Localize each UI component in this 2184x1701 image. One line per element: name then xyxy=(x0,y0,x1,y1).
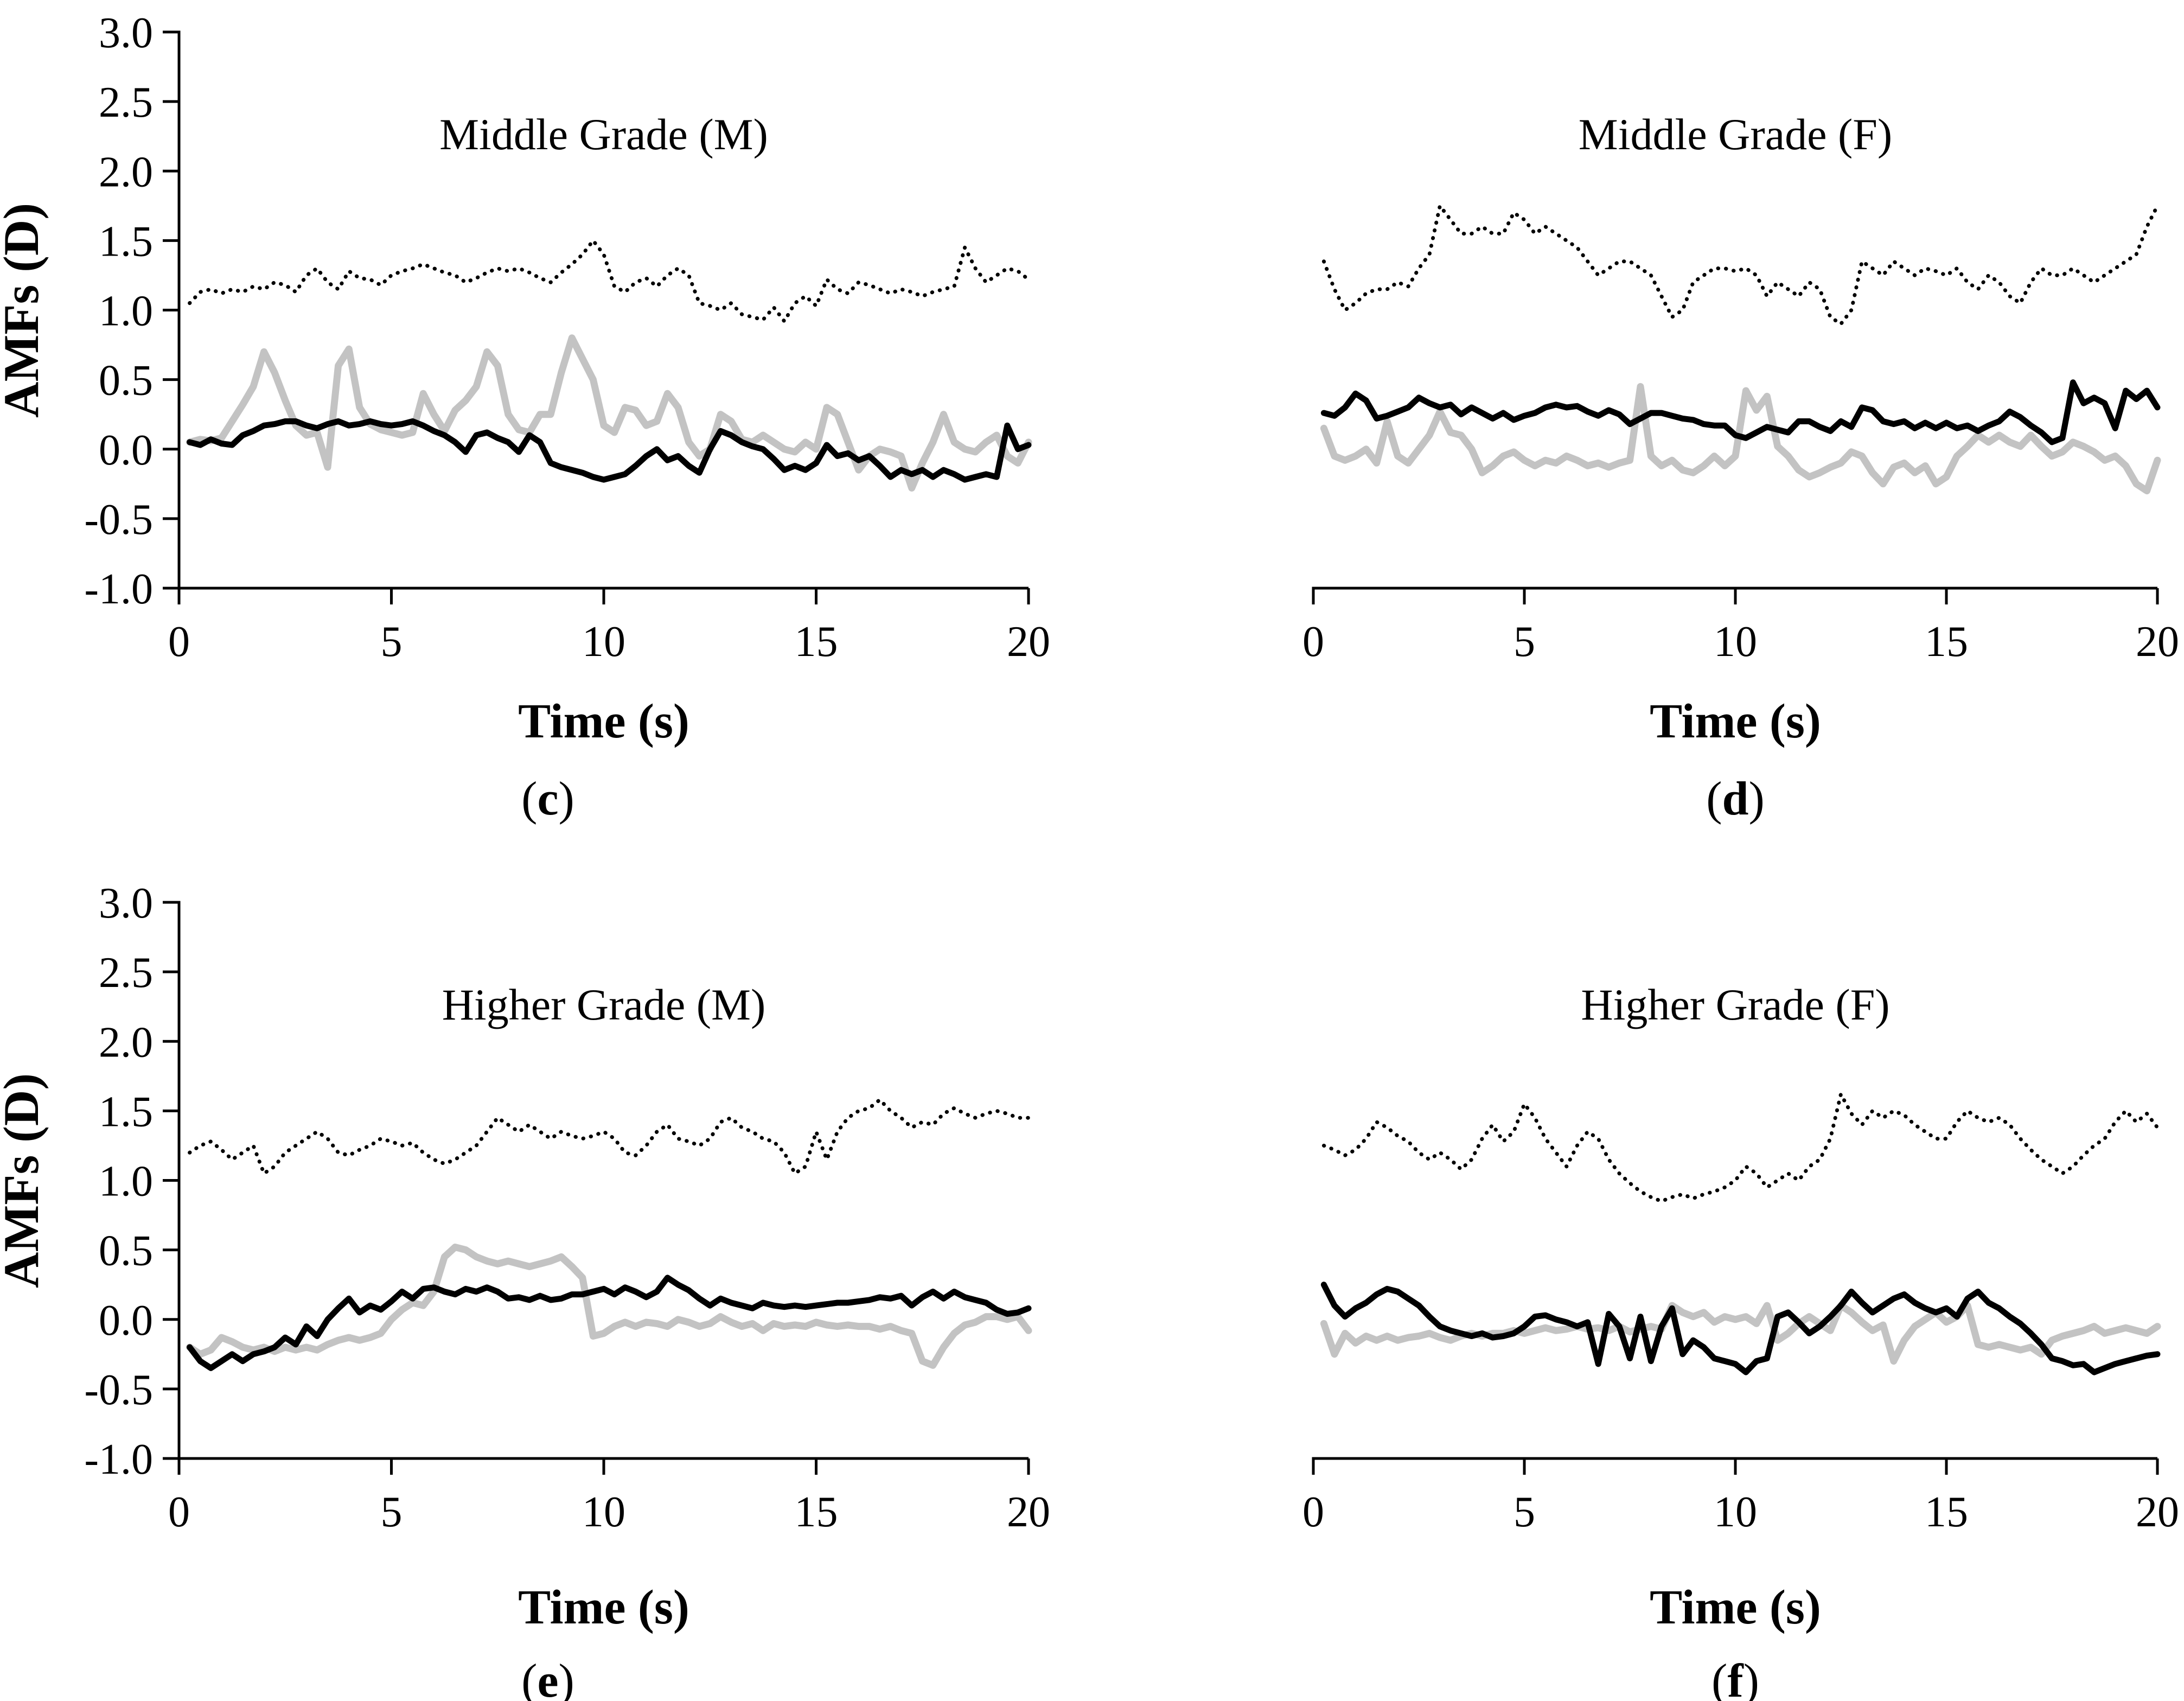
x-axis-title: Time (s) xyxy=(518,1581,689,1634)
y-axis: 3.0 2.5 2.0 1.5 1.0 0.5 0.0 -0.5 -1.0 xyxy=(84,9,181,613)
x-tick-label: 15 xyxy=(795,618,838,666)
x-tick-label: 0 xyxy=(168,1488,190,1536)
x-tick-label: 10 xyxy=(1714,1488,1757,1536)
chart-title: Higher Grade (M) xyxy=(442,980,766,1029)
x-axis: 0 5 10 15 20 xyxy=(168,587,1050,666)
x-tick-label: 5 xyxy=(1514,618,1535,666)
panel-f: 0 5 10 15 20 Higher Grade (F) Time (s) (f) xyxy=(1092,850,2184,1701)
chart-title: Middle Grade (M) xyxy=(439,110,768,159)
series-dotted-black xyxy=(188,1098,1031,1176)
x-tick-label: 15 xyxy=(795,1488,838,1536)
chart-title: Higher Grade (F) xyxy=(1581,980,1889,1029)
x-tick-label: 20 xyxy=(2136,618,2179,666)
panel-label: (d) xyxy=(1706,773,1765,825)
x-axis: 0 5 10 15 20 xyxy=(1302,1457,2179,1536)
x-axis-title: Time (s) xyxy=(1650,695,1821,748)
x-axis: 0 5 10 15 20 xyxy=(168,1457,1050,1536)
y-tick-label: 2.5 xyxy=(99,949,153,997)
x-tick-label: 5 xyxy=(381,1488,403,1536)
y-tick-label: 0.5 xyxy=(99,1227,153,1275)
y-tick-label: 1.0 xyxy=(99,1158,153,1206)
y-tick-label: 2.0 xyxy=(99,148,153,196)
y-tick-label: 1.0 xyxy=(99,288,153,335)
series-solid-black xyxy=(1320,1282,2161,1375)
series-solid-gray xyxy=(186,334,1032,492)
x-tick-label: 15 xyxy=(1925,618,1968,666)
series-solid-black xyxy=(1320,379,2161,445)
x-axis: 0 5 10 15 20 xyxy=(1302,587,2179,666)
y-axis: 3.0 2.5 2.0 1.5 1.0 0.5 0.0 -0.5 -1.0 xyxy=(84,880,181,1483)
y-tick-label: 2.0 xyxy=(99,1018,153,1066)
series-dotted-black xyxy=(188,238,1031,323)
y-tick-label: 3.0 xyxy=(99,880,153,927)
panel-c: 0 5 10 15 20 3.0 2.5 2.0 1.5 1.0 0.5 0.0 -0.5 -1.0 Mi… xyxy=(0,0,1092,850)
y-tick-label: -0.5 xyxy=(84,1366,153,1414)
x-tick-label: 0 xyxy=(1302,1488,1324,1536)
x-axis-title: Time (s) xyxy=(1650,1581,1821,1634)
series-solid-gray xyxy=(186,1244,1032,1369)
panel-e: 0 5 10 15 20 3.0 2.5 2.0 1.5 1.0 0.5 0.0 -0.5 -1.0 Hi… xyxy=(0,850,1092,1701)
y-axis-title: AMFs (D) xyxy=(0,1073,49,1288)
x-tick-label: 10 xyxy=(582,618,625,666)
chart-middle-grade-m: 0 5 10 15 20 3.0 2.5 2.0 1.5 1.0 0.5 0.0 -0.5 -1.0 Mi… xyxy=(0,9,1050,825)
y-tick-label: 1.5 xyxy=(99,1088,153,1136)
x-tick-label: 0 xyxy=(168,618,190,666)
series-dotted-black xyxy=(1321,203,2160,326)
series-solid-black xyxy=(187,1275,1032,1371)
chart-middle-grade-f: 0 5 10 15 20 Middle Grade (F) Time (s) (d) xyxy=(1302,110,2179,825)
y-axis-title: AMFs (D) xyxy=(0,203,49,418)
y-tick-label: -1.0 xyxy=(84,565,153,613)
y-tick-label: 2.5 xyxy=(99,79,153,126)
series-solid-gray xyxy=(1320,383,2161,495)
x-tick-label: 0 xyxy=(1302,618,1324,666)
x-tick-label: 10 xyxy=(1714,618,1757,666)
x-tick-label: 20 xyxy=(1007,1488,1050,1536)
panel-d: 0 5 10 15 20 Middle Grade (F) Time (s) (d) xyxy=(1092,0,2184,850)
y-tick-label: 0.0 xyxy=(99,1297,153,1345)
chart-higher-grade-f: 0 5 10 15 20 Higher Grade (F) Time (s) (f) xyxy=(1302,980,2179,1701)
y-tick-label: 3.0 xyxy=(99,9,153,57)
panel-label: (e) xyxy=(521,1655,574,1701)
panel-label: (c) xyxy=(521,773,574,825)
y-tick-label: 1.5 xyxy=(99,218,153,265)
series-dotted-black xyxy=(1321,1092,2160,1203)
x-tick-label: 20 xyxy=(1007,618,1050,666)
chart-higher-grade-m: 0 5 10 15 20 3.0 2.5 2.0 1.5 1.0 0.5 0.0 -0.5 -1.0 Hi… xyxy=(0,880,1050,1701)
x-tick-label: 10 xyxy=(582,1488,625,1536)
x-tick-label: 15 xyxy=(1925,1488,1968,1536)
chart-title: Middle Grade (F) xyxy=(1579,110,1892,159)
x-tick-label: 20 xyxy=(2136,1488,2179,1536)
y-tick-label: 0.0 xyxy=(99,426,153,474)
y-tick-label: -0.5 xyxy=(84,496,153,544)
x-axis-title: Time (s) xyxy=(518,695,689,748)
x-tick-label: 5 xyxy=(381,618,403,666)
y-tick-label: -1.0 xyxy=(84,1436,153,1483)
panel-label: (f) xyxy=(1712,1655,1759,1701)
series-solid-black xyxy=(187,418,1032,483)
y-tick-label: 0.5 xyxy=(99,357,153,405)
x-tick-label: 5 xyxy=(1514,1488,1535,1536)
